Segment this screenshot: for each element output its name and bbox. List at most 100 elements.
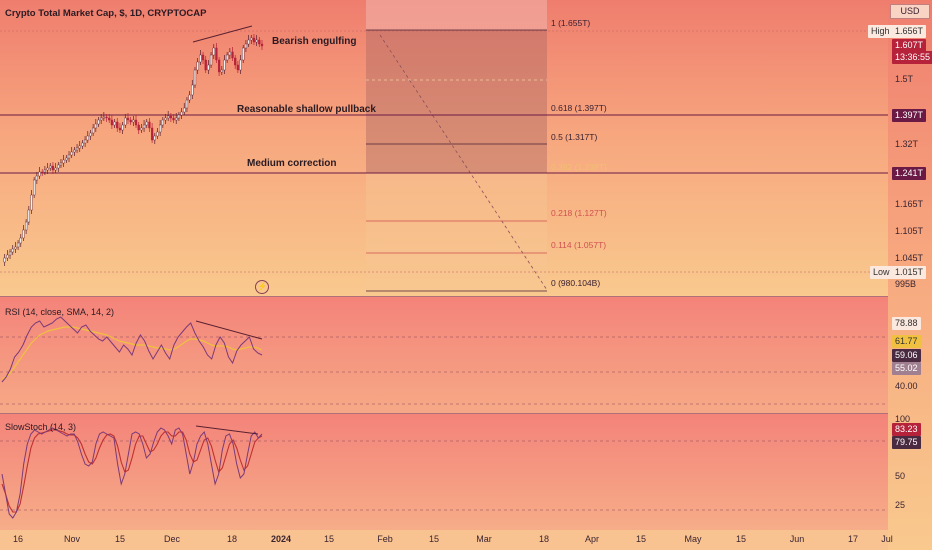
high-value-tag: 1.656T [892, 25, 927, 38]
candle [54, 167, 57, 171]
candle [51, 165, 55, 171]
stoch-value-1: 83.23 [892, 423, 921, 436]
price-pane[interactable]: Crypto Total Market Cap, $, 1D, CRYPTOCA… [0, 0, 888, 296]
candle [100, 117, 103, 121]
candle [204, 59, 207, 71]
candle [81, 142, 84, 147]
candlestick-chart [0, 0, 888, 292]
candle [38, 171, 41, 177]
time-tick: 2024 [270, 534, 292, 544]
candle [65, 157, 68, 161]
time-tick: 15 [323, 534, 335, 544]
stoch-tick-25: 25 [895, 500, 906, 510]
time-tick: Apr [584, 534, 600, 544]
time-axis[interactable] [0, 530, 888, 550]
stoch-title: SlowStoch (14, 3) [5, 422, 77, 432]
candle [89, 132, 92, 137]
candle [201, 54, 205, 61]
fib-level-0218: 0.218 (1.127T) [551, 208, 607, 218]
price-tick: 1.5T [895, 74, 914, 84]
time-tick: 15 [735, 534, 747, 544]
stoch-tick-50: 50 [895, 471, 906, 481]
high-label: High [868, 25, 893, 38]
price-tick: 1.32T [895, 139, 919, 149]
hline-1397-tag: 1.397T [892, 109, 927, 122]
candle [121, 124, 124, 131]
candle [260, 43, 264, 47]
candle [255, 39, 258, 43]
currency-button[interactable]: USD [890, 4, 930, 19]
rsi-divergence-line [195, 320, 263, 340]
candle [180, 111, 183, 116]
candle [8, 251, 12, 256]
candle [209, 54, 213, 66]
rsi-value-2: 59.06 [892, 349, 921, 362]
candle [3, 257, 6, 263]
candle [46, 167, 49, 171]
fib-level-0618: 0.618 (1.397T) [551, 103, 607, 113]
candle [199, 54, 202, 63]
time-tick: 15 [635, 534, 647, 544]
candle [41, 171, 44, 174]
fib-zone-upper [366, 30, 547, 173]
fib-zone-top [366, 0, 547, 30]
candle [175, 117, 178, 121]
candle [244, 43, 248, 49]
lightning-icon[interactable]: ⚡ [255, 280, 269, 294]
candle [145, 121, 148, 126]
rsi-pane[interactable]: RSI (14, close, SMA, 14, 2) [0, 297, 888, 413]
pane-separator[interactable] [0, 413, 932, 414]
candle [43, 169, 47, 173]
stoch-value-2: 79.75 [892, 436, 921, 449]
candle [83, 139, 87, 144]
candle [236, 64, 240, 71]
candle [234, 57, 237, 66]
stoch-k-line [1, 427, 263, 519]
candle [231, 51, 234, 59]
candle [167, 115, 170, 119]
fib-level-1: 1 (1.655T) [551, 18, 591, 28]
candle [124, 117, 127, 126]
price-tick: 1.105T [895, 226, 924, 236]
fib-level-0382: 0.382 (1.238T) [551, 162, 607, 172]
candle [59, 162, 63, 166]
time-tick: Feb [377, 534, 393, 544]
candle [169, 115, 173, 119]
candle [129, 119, 132, 123]
fib-zone-lower [366, 173, 547, 292]
candle [142, 124, 146, 129]
time-tick: 18 [538, 534, 550, 544]
candle [108, 117, 111, 121]
time-tick: 18 [226, 534, 238, 544]
candle [116, 121, 119, 129]
annotation-bearish-engulfing: Bearish engulfing [272, 36, 357, 47]
countdown-tag: 13:36:55 [892, 51, 932, 64]
candle [164, 117, 167, 121]
candle [228, 51, 231, 56]
candle [27, 209, 30, 223]
candle [19, 237, 22, 244]
candle [132, 119, 135, 123]
candle [102, 116, 105, 119]
candle [16, 242, 20, 248]
candle [91, 127, 95, 134]
price-tick: 1.165T [895, 199, 924, 209]
candle [35, 175, 38, 181]
candle [258, 39, 261, 45]
candle [57, 164, 60, 169]
candle [215, 47, 218, 61]
stoch-pane[interactable]: SlowStoch (14, 3) [0, 414, 888, 530]
candle [161, 119, 164, 126]
candle [118, 127, 122, 131]
candle [226, 54, 229, 61]
candle [49, 165, 52, 169]
pane-separator[interactable] [0, 296, 932, 297]
candle [75, 147, 79, 151]
candle [11, 248, 14, 253]
candle [67, 154, 71, 159]
candle [105, 116, 108, 119]
fib-level-0: 0 (980.104B) [551, 278, 601, 288]
candle [62, 159, 65, 164]
candle [126, 117, 130, 121]
fib-trend-line [379, 34, 548, 291]
